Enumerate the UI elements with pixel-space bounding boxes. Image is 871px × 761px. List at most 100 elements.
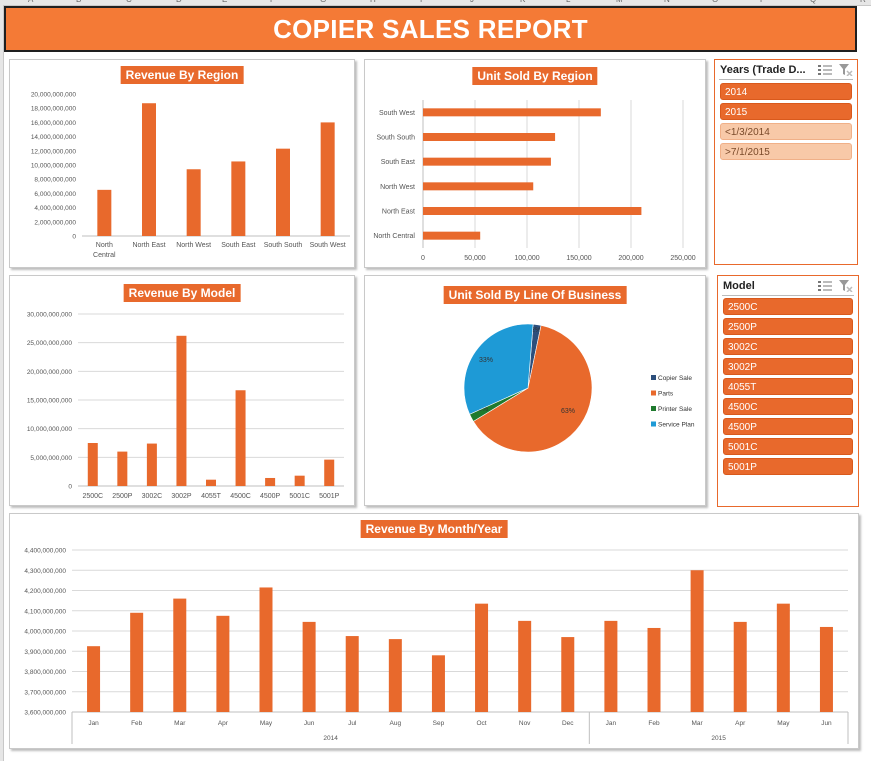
x-tick-label: Jan: [606, 720, 617, 727]
x-tick-label: May: [260, 720, 273, 727]
slicer-item-1-3-2014[interactable]: <1/3/2014: [720, 123, 852, 140]
y-tick-label: 20,000,000,000: [31, 92, 77, 99]
column-letter[interactable]: O: [712, 0, 718, 4]
bar: [819, 626, 833, 712]
x-tick-label: Sep: [433, 720, 445, 727]
x-tick-label: 250,000: [670, 255, 695, 262]
x-tick-label: 2500P: [112, 493, 133, 500]
chart-title: Unit Sold By Line Of Business: [443, 286, 627, 304]
revenue-by-month-year-chart[interactable]: Revenue By Month/Year 3,600,000,000 3,700…: [9, 513, 859, 749]
legend-swatch: [651, 390, 656, 396]
x-tick-label: 2500C: [82, 493, 103, 500]
legend-label: Parts: [658, 391, 674, 398]
column-letter[interactable]: R: [860, 0, 866, 4]
column-letter[interactable]: I: [420, 0, 422, 4]
column-letter[interactable]: F: [270, 0, 275, 4]
column-letter[interactable]: G: [320, 0, 326, 4]
column-letter[interactable]: J: [470, 0, 474, 4]
column-letter[interactable]: M: [616, 0, 623, 4]
revenue-by-month-year-plot: 3,600,000,000 3,700,000,000 3,800,000,000 3…: [24, 548, 849, 744]
column-letter[interactable]: Q: [810, 0, 816, 4]
bar: [87, 646, 101, 712]
multi-select-icon[interactable]: [818, 64, 832, 76]
x-tick-label: 5001P: [319, 493, 340, 500]
slicer-item-2015[interactable]: 2015: [720, 103, 852, 120]
bar: [276, 148, 290, 236]
bar: [294, 475, 305, 486]
column-letter[interactable]: N: [664, 0, 670, 4]
slicer-item-4500c[interactable]: 4500C: [723, 398, 853, 415]
y-tick-label: 20,000,000,000: [27, 369, 73, 376]
y-tick-label: 4,200,000,000: [24, 588, 66, 595]
y-tick-label: 5,000,000,000: [30, 455, 72, 462]
column-letter[interactable]: L: [566, 0, 570, 4]
group-label: 2015: [711, 735, 726, 742]
unit-sold-by-region-plot: 0 50,000 100,000 150,000 200,000 250,000 South…: [373, 100, 696, 262]
y-tick-label: 30,000,000,000: [27, 312, 73, 319]
bar: [176, 335, 187, 486]
slicer-item-3002p[interactable]: 3002P: [723, 358, 853, 375]
slicer-item-2500p[interactable]: 2500P: [723, 318, 853, 335]
multi-select-icon[interactable]: [818, 280, 832, 292]
unit-sold-by-line-of-business-chart[interactable]: Unit Sold By Line Of Business 2% 63% 2% 33%…: [364, 275, 706, 506]
column-letter[interactable]: D: [176, 0, 182, 4]
y-tick-label: 0: [68, 484, 72, 491]
y-tick-label: South East: [381, 159, 415, 166]
x-tick-label: 4500C: [230, 493, 251, 500]
x-tick-label: 150,000: [566, 255, 591, 262]
clear-filter-icon[interactable]: [839, 64, 853, 76]
unit-sold-by-region-chart[interactable]: Unit Sold By Region 0 50,000 100,000 150,00…: [364, 59, 706, 268]
slicer-item-5001c[interactable]: 5001C: [723, 438, 853, 455]
revenue-by-model-chart[interactable]: Revenue By Model 0 5,000,000,000 10,000,00…: [9, 275, 355, 506]
y-tick-label: 25,000,000,000: [27, 340, 73, 347]
bar: [231, 161, 246, 236]
bar: [423, 231, 481, 240]
column-letter[interactable]: C: [126, 0, 132, 4]
slicer-item-7-1-2015[interactable]: >7/1/2015: [720, 143, 852, 160]
y-tick-label: 0: [72, 234, 76, 241]
model-slicer[interactable]: Model 2500C 2500P 3002C 3002P 4055T 4500C 4500…: [717, 275, 859, 507]
bar: [324, 459, 335, 486]
y-tick-label: 4,100,000,000: [24, 608, 66, 615]
revenue-by-model-plot: 0 5,000,000,000 10,000,000,000 15,000,000,0…: [27, 312, 344, 500]
x-tick-label: Dec: [562, 720, 574, 727]
y-tick-label: 4,300,000,000: [24, 568, 66, 575]
slicer-header: Years (Trade D...: [719, 63, 853, 79]
bar: [423, 133, 556, 141]
x-tick-label: 200,000: [618, 255, 643, 262]
slicer-item-4055t[interactable]: 4055T: [723, 378, 853, 395]
column-letter[interactable]: B: [76, 0, 81, 4]
revenue-by-region-chart[interactable]: Revenue By Region 0 2,000,000,000 4,000,00…: [9, 59, 355, 268]
bar: [259, 587, 273, 712]
bar: [130, 612, 144, 712]
clear-filter-icon[interactable]: [839, 280, 853, 292]
column-letter[interactable]: E: [222, 0, 227, 4]
slicer-divider: [719, 79, 853, 80]
bar: [173, 598, 187, 712]
years-slicer[interactable]: Years (Trade D... 2014 2015 <1/3/2014 >7/1/…: [714, 59, 858, 265]
slicer-item-3002c[interactable]: 3002C: [723, 338, 853, 355]
slicer-item-2014[interactable]: 2014: [720, 83, 852, 100]
column-letter[interactable]: P: [760, 0, 765, 4]
y-tick-label: 4,000,000,000: [24, 629, 66, 636]
slicer-item-5001p[interactable]: 5001P: [723, 458, 853, 475]
column-letter[interactable]: K: [520, 0, 525, 4]
y-tick-label: 4,000,000,000: [34, 205, 76, 212]
chart-title: Unit Sold By Region: [472, 67, 598, 85]
slicer-item-4500p[interactable]: 4500P: [723, 418, 853, 435]
legend-swatch: [651, 421, 656, 427]
y-tick-label: 10,000,000,000: [31, 163, 77, 170]
bar: [345, 636, 359, 712]
slicer-divider: [722, 295, 854, 296]
y-tick-label: 6,000,000,000: [34, 191, 76, 198]
y-tick-label: 8,000,000,000: [34, 177, 76, 184]
x-tick-label: Oct: [476, 720, 486, 727]
y-tick-label: 3,700,000,000: [24, 689, 66, 696]
bar: [186, 169, 201, 236]
revenue-by-region-plot: 0 2,000,000,000 4,000,000,000 6,000,000,000…: [31, 92, 350, 259]
column-letter[interactable]: H: [370, 0, 376, 4]
column-letter[interactable]: A: [28, 0, 33, 4]
x-tick-label: 4055T: [201, 493, 222, 500]
slicer-item-2500c[interactable]: 2500C: [723, 298, 853, 315]
pie-slice: [463, 323, 534, 415]
